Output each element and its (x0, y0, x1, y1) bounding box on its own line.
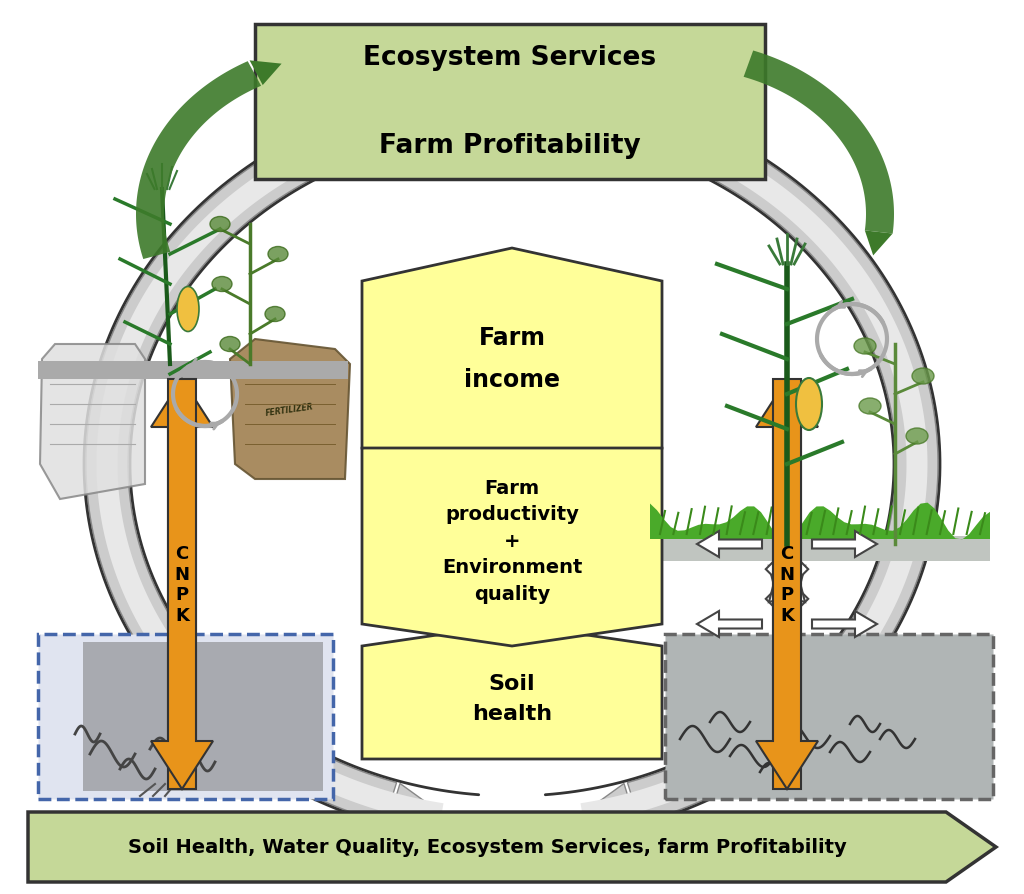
Polygon shape (96, 105, 443, 824)
Polygon shape (581, 105, 928, 824)
FancyArrow shape (766, 563, 805, 603)
FancyArrow shape (812, 611, 877, 637)
Polygon shape (230, 340, 350, 479)
Text: Farm
productivity
+
Environment
quality: Farm productivity + Environment quality (441, 478, 583, 603)
Polygon shape (865, 232, 893, 256)
FancyArrow shape (151, 380, 213, 789)
Polygon shape (583, 784, 636, 823)
Polygon shape (362, 426, 662, 646)
FancyArrow shape (766, 566, 805, 605)
Polygon shape (136, 62, 261, 260)
Text: Soil
health: Soil health (472, 674, 552, 723)
Text: Ecosystem Services

Farm Profitability: Ecosystem Services Farm Profitability (364, 46, 656, 159)
Polygon shape (28, 812, 996, 882)
FancyArrow shape (756, 380, 818, 789)
Text: C
N
P
K: C N P K (779, 544, 795, 625)
Ellipse shape (912, 368, 934, 384)
FancyArrow shape (769, 563, 808, 603)
FancyArrow shape (769, 566, 808, 605)
Ellipse shape (265, 308, 285, 322)
Bar (665, 634, 993, 799)
FancyArrow shape (812, 531, 877, 557)
Ellipse shape (220, 337, 240, 352)
Ellipse shape (854, 339, 876, 355)
Polygon shape (388, 784, 441, 823)
Text: C
N
P
K: C N P K (174, 544, 189, 625)
Polygon shape (579, 95, 938, 822)
Ellipse shape (906, 428, 928, 444)
FancyArrow shape (697, 531, 762, 557)
Ellipse shape (210, 217, 230, 232)
Polygon shape (362, 249, 662, 449)
Polygon shape (362, 624, 662, 759)
FancyArrow shape (697, 611, 762, 637)
Text: Farm
income: Farm income (464, 326, 560, 391)
Polygon shape (650, 503, 990, 541)
Bar (38, 634, 333, 799)
Text: Soil Health, Water Quality, Ecosystem Services, farm Profitability: Soil Health, Water Quality, Ecosystem Se… (128, 838, 847, 856)
Polygon shape (743, 52, 894, 234)
Bar (650, 536, 990, 561)
Ellipse shape (859, 399, 881, 415)
Ellipse shape (268, 248, 288, 262)
Ellipse shape (177, 287, 199, 333)
Bar (255, 25, 765, 180)
Ellipse shape (796, 378, 822, 431)
FancyArrow shape (151, 380, 213, 789)
Polygon shape (86, 95, 445, 822)
Ellipse shape (212, 277, 232, 292)
Polygon shape (250, 62, 282, 86)
FancyArrow shape (756, 380, 818, 789)
Text: FERTILIZER: FERTILIZER (265, 401, 314, 417)
Polygon shape (40, 344, 145, 500)
Bar (83, 642, 323, 791)
Bar (38, 361, 348, 380)
